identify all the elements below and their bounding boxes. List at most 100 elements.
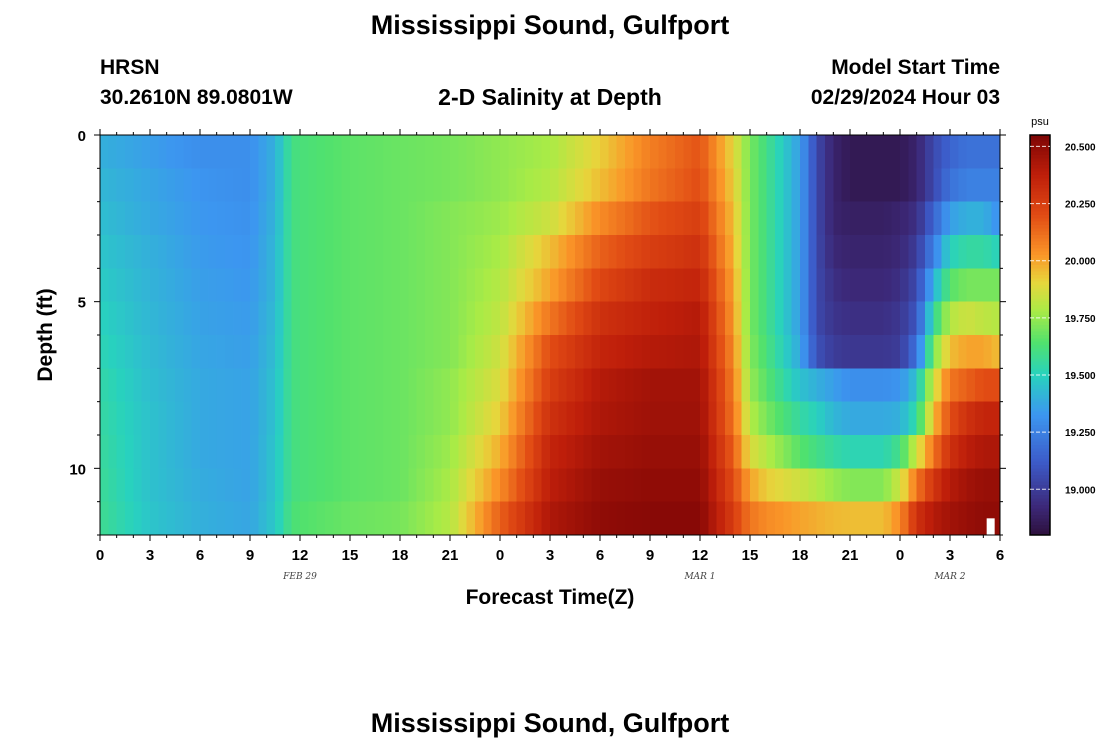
heatmap-cell (308, 235, 318, 269)
heatmap-cell (350, 201, 359, 236)
heatmap-cell (891, 468, 901, 503)
date-label: MAR 1 (683, 572, 715, 582)
colorbar-cell (1030, 341, 1050, 346)
heatmap-cell (675, 201, 684, 236)
heatmap-cell (150, 335, 159, 369)
heatmap-cell (641, 368, 651, 403)
heatmap-cell (591, 201, 601, 236)
heatmap-cell (800, 235, 809, 269)
heatmap-cell (566, 335, 576, 369)
heatmap-cell (191, 201, 201, 236)
heatmap-cell (758, 268, 768, 303)
heatmap-cell (275, 235, 284, 269)
heatmap-cell (600, 501, 609, 536)
heatmap-cell (633, 335, 643, 369)
heatmap-cell (133, 501, 143, 536)
heatmap-cell (991, 135, 1001, 169)
heatmap-cell (366, 268, 376, 303)
heatmap-cell (916, 368, 926, 403)
heatmap-cell (966, 368, 976, 403)
heatmap-cell (758, 235, 768, 269)
heatmap-cell (908, 268, 918, 303)
heatmap-cell (266, 235, 276, 269)
heatmap-cell (458, 301, 468, 336)
colorbar-tick-label: 20.250 (1065, 200, 1096, 211)
heatmap-cell (550, 135, 559, 169)
heatmap-cell (850, 468, 859, 503)
heatmap-cell (100, 501, 109, 536)
heatmap-cell (400, 135, 409, 169)
heatmap-cell (558, 135, 568, 169)
heatmap-cell (283, 235, 293, 269)
heatmap-cell (816, 301, 826, 336)
heatmap-cell (575, 135, 584, 169)
heatmap-cell (508, 135, 518, 169)
heatmap-cell (550, 368, 559, 403)
heatmap-cell (816, 168, 826, 203)
heatmap-cell (725, 235, 734, 269)
heatmap-cell (150, 168, 159, 203)
heatmap-cell (750, 401, 759, 436)
heatmap-cell (616, 135, 626, 169)
heatmap-cell (975, 201, 984, 236)
heatmap-cell (858, 235, 868, 269)
heatmap-cell (350, 268, 359, 303)
heatmap-cell (700, 235, 709, 269)
heatmap-cell (991, 268, 1001, 303)
heatmap-cell (458, 501, 468, 536)
heatmap-cell (550, 301, 559, 336)
heatmap-cell (733, 268, 743, 303)
heatmap-cell (508, 401, 518, 436)
heatmap-cell (708, 135, 718, 169)
heatmap-cell (916, 335, 926, 369)
heatmap-cell (650, 235, 659, 269)
heatmap-cell (466, 235, 476, 269)
heatmap-cell (900, 301, 909, 336)
heatmap-cell (433, 501, 443, 536)
heatmap-cell (150, 468, 159, 503)
heatmap-cell (500, 201, 509, 236)
heatmap-cell (983, 468, 993, 503)
heatmap-cell (791, 135, 801, 169)
heatmap-cell (383, 335, 393, 369)
heatmap-cell (625, 301, 634, 336)
heatmap-cell (866, 201, 876, 236)
heatmap-cell (683, 401, 693, 436)
heatmap-cell (950, 268, 959, 303)
end-marker (986, 518, 995, 535)
heatmap-cell (325, 368, 334, 403)
colorbar-cell (1030, 425, 1050, 429)
heatmap-cell (608, 501, 618, 536)
heatmap-cell (766, 335, 776, 369)
heatmap-cell (108, 235, 118, 269)
heatmap-cell (450, 301, 459, 336)
heatmap-cell (658, 368, 668, 403)
heatmap-cell (175, 235, 184, 269)
heatmap-cell (808, 268, 818, 303)
heatmap-cell (950, 335, 959, 369)
heatmap-cell (483, 201, 493, 236)
heatmap-cell (966, 335, 976, 369)
heatmap-cell (383, 301, 393, 336)
heatmap-cell (641, 201, 651, 236)
heatmap-cell (108, 368, 118, 403)
heatmap-cell (658, 401, 668, 436)
heatmap-cell (908, 501, 918, 536)
heatmap-cell (575, 401, 584, 436)
heatmap-cell (150, 201, 159, 236)
heatmap-cell (816, 268, 826, 303)
colorbar-cell (1030, 445, 1050, 449)
heatmap-cell (858, 401, 868, 436)
heatmap-cell (516, 201, 526, 236)
heatmap-cell (225, 301, 234, 336)
heatmap-cell (991, 501, 1001, 536)
heatmap-cell (258, 168, 268, 203)
heatmap-cell (558, 368, 568, 403)
heatmap-cell (216, 435, 226, 469)
heatmap-cell (666, 235, 676, 269)
heatmap-cell (150, 501, 159, 536)
heatmap-cell (441, 268, 451, 303)
heatmap-cell (550, 268, 559, 303)
heatmap-cell (625, 201, 634, 236)
heatmap-cell (283, 368, 293, 403)
